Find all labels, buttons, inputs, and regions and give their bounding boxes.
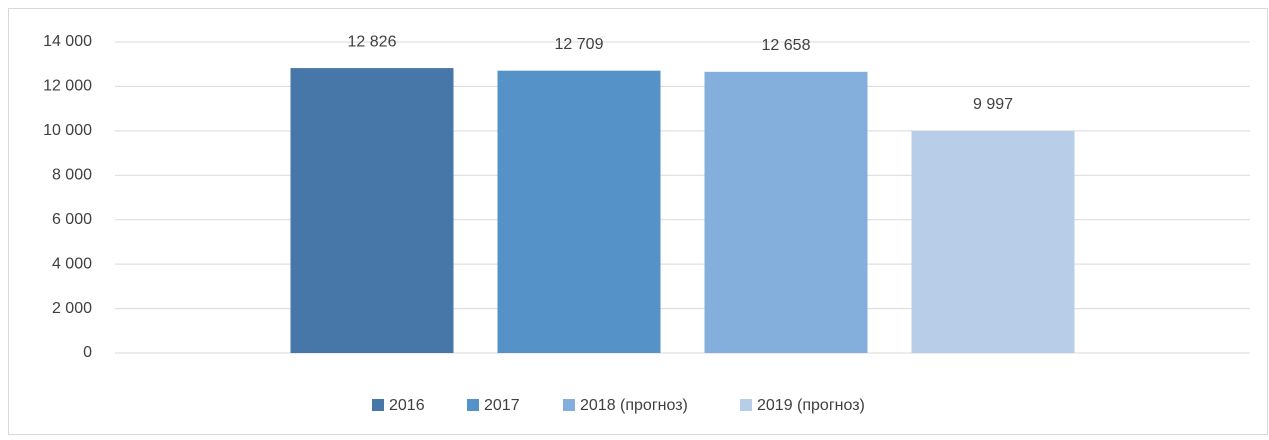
legend-swatch [740, 399, 752, 411]
y-tick-label: 0 [83, 344, 92, 361]
legend-label: 2018 (прогноз) [580, 397, 688, 414]
bar [911, 130, 1075, 353]
legend-swatch [372, 399, 384, 411]
bar [497, 70, 661, 353]
y-tick-label: 12 000 [43, 78, 92, 95]
data-label: 9 997 [973, 96, 1013, 113]
y-tick-label: 14 000 [43, 33, 92, 50]
data-label: 12 709 [555, 36, 604, 53]
legend-swatch [467, 399, 479, 411]
y-tick-label: 8 000 [52, 167, 92, 184]
legend-label: 2016 [389, 397, 425, 414]
y-tick-label: 4 000 [52, 255, 92, 272]
data-label: 12 826 [348, 33, 397, 50]
legend-swatch [563, 399, 575, 411]
y-tick-label: 2 000 [52, 300, 92, 317]
y-tick-label: 10 000 [43, 122, 92, 139]
bar [704, 71, 868, 353]
bar [290, 68, 454, 353]
y-tick-label: 6 000 [52, 211, 92, 228]
legend-label: 2019 (прогноз) [757, 397, 865, 414]
data-label: 12 658 [762, 37, 811, 54]
legend-label: 2017 [484, 397, 520, 414]
